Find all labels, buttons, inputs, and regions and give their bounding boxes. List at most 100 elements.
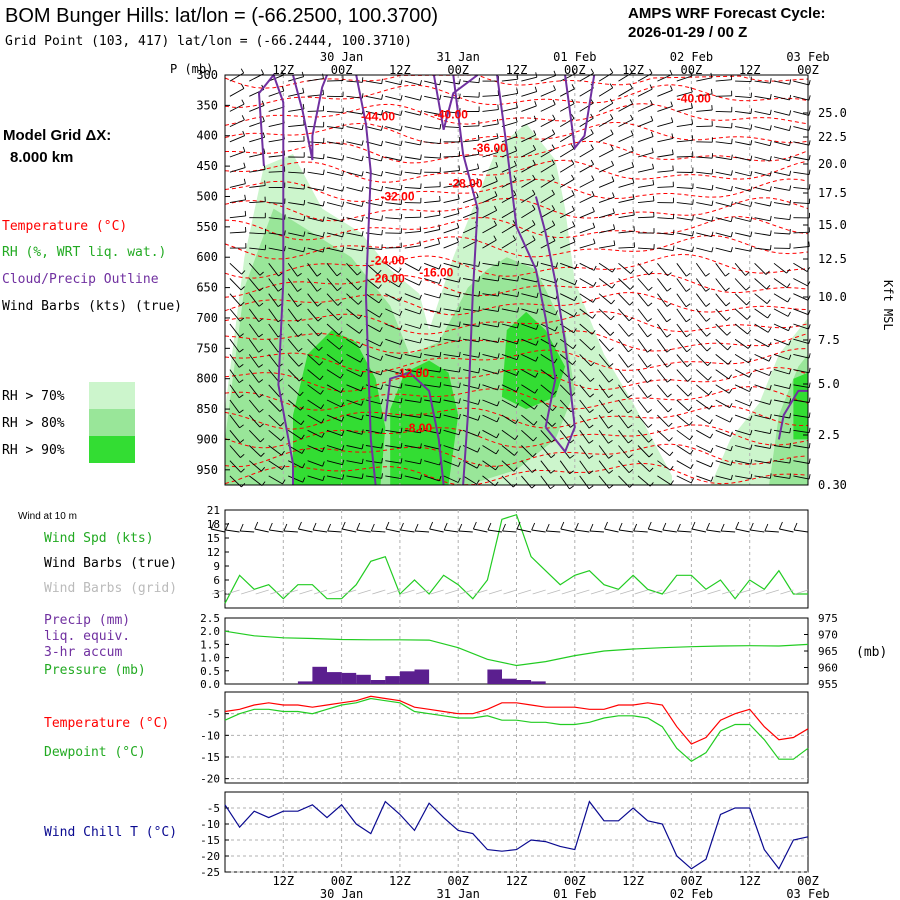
wind-barb-flag: [458, 165, 460, 171]
wind-barb-flag: [588, 470, 594, 475]
wind-barb: [521, 178, 536, 188]
wind-barb: [326, 414, 342, 422]
wind-barb: [559, 475, 570, 490]
temperature-contour: [224, 253, 809, 279]
wind-barb-flag: [571, 190, 575, 196]
wind-barb: [735, 110, 752, 114]
wind-barb: [598, 118, 614, 127]
wind-barb: [385, 141, 402, 147]
y-tick-label: -20: [200, 773, 220, 786]
wind-barb-flag: [647, 379, 652, 383]
wind-barb: [462, 211, 479, 219]
wind-barb: [501, 150, 517, 158]
wind-barb: [715, 414, 731, 423]
temperature-contour: [224, 386, 809, 411]
wind-barb: [385, 217, 402, 220]
wind-barb-flag: [458, 306, 461, 312]
surface-wind-barb: [415, 530, 430, 533]
grid-wind-barb: [328, 589, 342, 595]
surface-wind-barb-flag: [458, 523, 463, 532]
wind-barb: [346, 369, 362, 377]
surface-wind-barb: [706, 529, 721, 533]
rh-level-label: RH > 80%: [2, 416, 65, 431]
wind-barb-flag: [750, 124, 753, 130]
wind-barb: [229, 88, 245, 97]
wind-barb: [424, 293, 440, 299]
wind-barb-flag: [692, 231, 694, 237]
wind-barb: [482, 239, 497, 249]
wind-barb-flag: [380, 140, 384, 146]
wind-barb-flag: [571, 205, 575, 211]
wind-barb: [365, 429, 382, 434]
wind-barb: [754, 247, 771, 251]
wind-barb: [734, 338, 749, 349]
wind-barb-flag: [298, 362, 303, 367]
wind-barb: [521, 293, 538, 299]
wind-barb-flag: [458, 179, 460, 185]
wind-barb-flag: [729, 417, 733, 423]
wind-barb: [618, 414, 629, 429]
wind-barb: [793, 202, 810, 205]
wind-barb-flag: [748, 358, 752, 364]
wind-barb: [598, 369, 610, 383]
wind-barb-flag: [238, 364, 244, 368]
wind-barb: [559, 103, 575, 112]
wind-barb-flag: [298, 377, 304, 382]
wind-barb-flag: [258, 302, 264, 307]
wind-barb-flag: [516, 354, 520, 360]
wind-barb-flag: [380, 369, 384, 376]
wind-barb: [307, 445, 323, 453]
wind-barb: [754, 293, 768, 304]
wind-barb-flag: [258, 348, 263, 353]
wind-barb: [754, 460, 771, 464]
wind-barb-flag: [261, 100, 265, 106]
wind-barb-flag: [590, 113, 594, 119]
top-time-tick-label: 00Z: [331, 63, 353, 77]
wind-barb: [540, 399, 553, 412]
wind-barb: [676, 369, 688, 382]
wind-barb: [521, 475, 533, 489]
wind-barb: [424, 460, 440, 466]
wind-barb: [346, 202, 363, 207]
wind-barb-flag: [477, 447, 481, 453]
bottom-date-label: 31 Jan: [437, 887, 480, 900]
wind-barb: [501, 353, 518, 361]
wind-barb-flag: [730, 431, 733, 437]
wind-barb: [482, 445, 497, 455]
wind-barb-flag: [608, 394, 613, 398]
wind-barb: [501, 384, 517, 393]
wind-barb: [637, 104, 653, 112]
wind-barb-flag: [458, 429, 461, 435]
wind-barb-flag: [789, 140, 792, 146]
temperature-contour-label: -16.00: [419, 266, 453, 280]
wind-barb: [424, 262, 440, 270]
wind-barb: [696, 202, 713, 207]
surface-wind-barb: [764, 530, 779, 533]
wind-barb-flag: [303, 246, 306, 252]
wind-barb: [346, 429, 363, 435]
wind-barb-flag: [497, 353, 500, 359]
wind-barb: [637, 278, 649, 291]
wind-barb-flag: [381, 78, 383, 84]
cloud-outline-segment: [292, 74, 328, 161]
wind-barb: [482, 94, 499, 97]
pressure-axis-label: P (mb): [170, 62, 213, 76]
wind-barb-flag: [298, 347, 303, 352]
wind-barb-flag: [496, 401, 500, 407]
wind-barb: [288, 92, 304, 97]
wind-barb-flag: [282, 479, 286, 485]
wind-barb: [443, 323, 460, 328]
wind-barb-flag: [381, 215, 383, 221]
wind-barb-flag: [342, 186, 345, 192]
wind-barb: [696, 475, 712, 482]
wind-barb-flag: [284, 214, 286, 220]
wind-barb-flag: [769, 428, 772, 434]
rh-swatch: [89, 382, 135, 409]
wind-barb-flag: [652, 179, 655, 185]
wind-barb: [268, 90, 284, 97]
wind-barb-flag: [532, 189, 536, 195]
surface-wind-barb-flag: [385, 521, 390, 530]
top-time-tick-label: 00Z: [681, 63, 703, 77]
temperature-contour: [225, 140, 809, 164]
precip-bar: [487, 669, 502, 684]
